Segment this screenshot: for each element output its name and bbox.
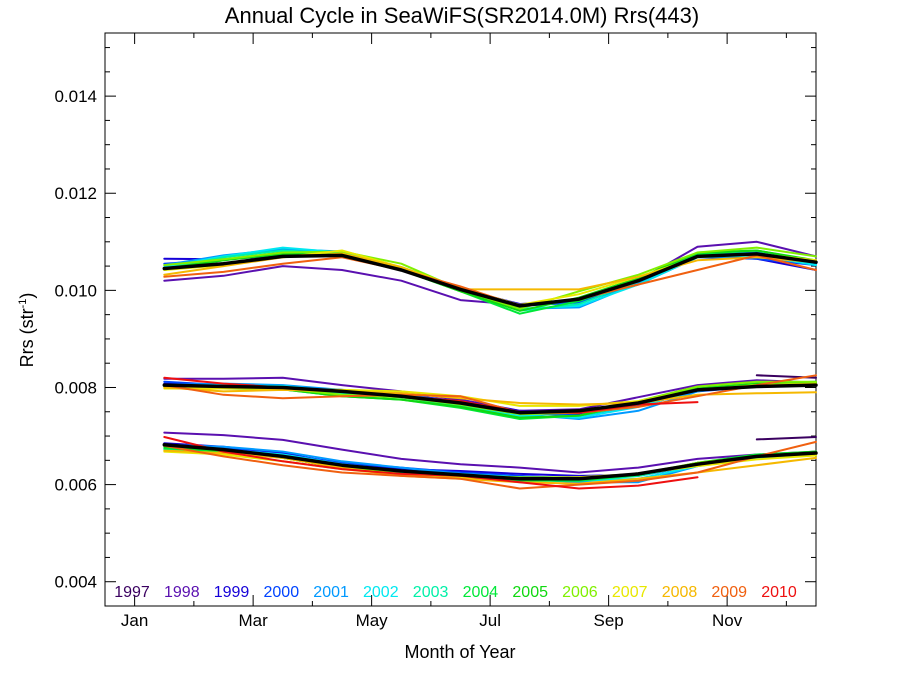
legend-item-2007: 2007: [612, 584, 648, 601]
y-axis-label: Rrs (str-1): [17, 293, 37, 368]
legend-item-1999: 1999: [214, 584, 250, 601]
y-tick-label: 0.004: [54, 573, 97, 592]
y-tick-label: 0.008: [54, 378, 97, 397]
x-tick-label: Mar: [238, 611, 268, 630]
y-tick-label: 0.006: [54, 476, 97, 495]
legend-item-2009: 2009: [711, 584, 747, 601]
y-tick-label: 0.010: [54, 281, 97, 300]
x-tick-label: Jul: [479, 611, 501, 630]
y-axis-label-main: Rrs (str: [17, 308, 37, 367]
series-line-2010: [163, 436, 699, 490]
x-axis-label: Month of Year: [404, 642, 515, 662]
mean-series-line: [162, 443, 818, 481]
x-tick-label: Jan: [121, 611, 148, 630]
legend-item-2000: 2000: [264, 584, 300, 601]
chart-title: Annual Cycle in SeaWiFS(SR2014.0M) Rrs(4…: [225, 3, 699, 28]
legend-item-2010: 2010: [761, 584, 797, 601]
plot-frame: [104, 32, 817, 607]
legend-item-2002: 2002: [363, 584, 399, 601]
legend-item-2005: 2005: [512, 584, 548, 601]
x-tick-label: Nov: [712, 611, 743, 630]
x-tick-label: May: [356, 611, 389, 630]
mean-series-line: [162, 383, 818, 415]
series-line-2009: [163, 440, 817, 490]
series-line-2009: [163, 374, 817, 414]
legend-item-2008: 2008: [662, 584, 698, 601]
legend-item-2001: 2001: [313, 584, 349, 601]
legend-item-1998: 1998: [164, 584, 200, 601]
series-line-1997: [755, 436, 817, 441]
series-line-2008: [163, 449, 817, 485]
legend-item-2006: 2006: [562, 584, 598, 601]
legend-item-2004: 2004: [463, 584, 499, 601]
series-line-1998: [163, 431, 817, 474]
legend-item-1997: 1997: [114, 584, 150, 601]
plot-area: 0.004 0.006 0.008 0.010 0.012 0.014 Jan Mar May J…: [54, 32, 818, 630]
y-axis-label-sup: -1: [17, 299, 29, 309]
y-axis-label-end: ): [17, 293, 37, 299]
y-tick-label: 0.012: [54, 184, 97, 203]
x-tick-label: Sep: [594, 611, 624, 630]
y-tick-label: 0.014: [54, 87, 97, 106]
legend-item-2003: 2003: [413, 584, 449, 601]
mean-series-line: [162, 252, 818, 308]
